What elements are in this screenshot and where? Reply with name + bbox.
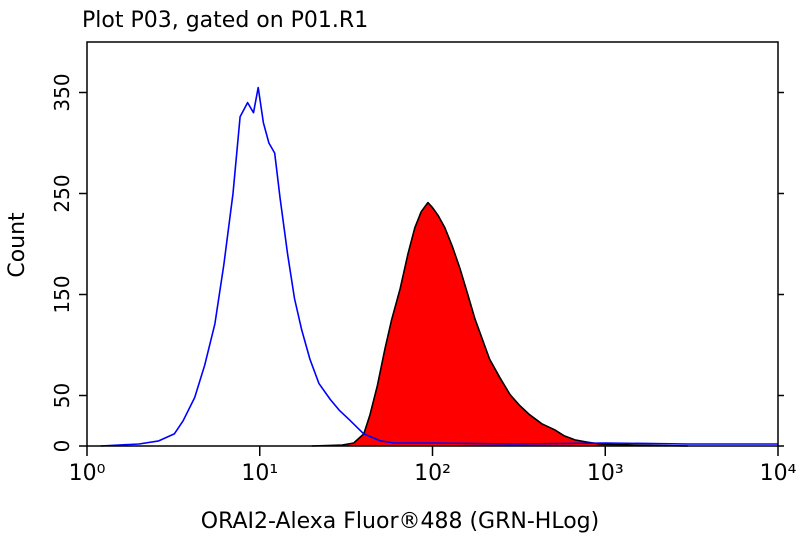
x-axis-label: ORAI2-Alexa Fluor®488 (GRN-HLog): [201, 509, 599, 534]
y-tick-label: 0: [50, 440, 74, 453]
y-tick-label: 250: [50, 174, 74, 212]
y-axis-label: Count: [5, 212, 30, 278]
x-tick-label: 10⁰: [69, 461, 106, 486]
area: [311, 202, 688, 446]
x-tick-label: 10²: [414, 461, 451, 486]
x-tick-label: 10¹: [241, 461, 278, 486]
y-tick-label: 350: [50, 73, 74, 111]
line: [100, 86, 778, 447]
x-tick-label: 10³: [587, 461, 624, 486]
y-tick-label: 50: [50, 383, 74, 408]
x-tick-label: 10⁴: [760, 461, 797, 486]
chart-title: Plot P03, gated on P01.R1: [82, 8, 368, 33]
y-tick-label: 150: [50, 275, 74, 313]
line: [311, 201, 688, 447]
